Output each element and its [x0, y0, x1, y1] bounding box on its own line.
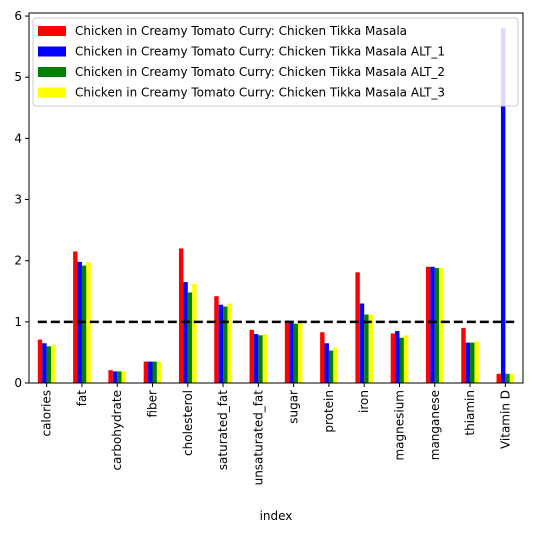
bar-fiber-series-4: [156, 361, 162, 383]
plot-frame: [28, 12, 524, 384]
bar-saturated_fat-series-2: [218, 304, 224, 383]
bar-calories-series-4: [51, 345, 56, 383]
legend-label-2: Chicken in Creamy Tomato Curry: Chicken …: [75, 45, 445, 59]
bar-magnesium-series-4: [403, 335, 409, 383]
bar-protein-series-1: [320, 332, 325, 383]
bar-carbohydrate-series-3: [117, 371, 122, 383]
x-tick-label-magnesium: magnesium: [393, 390, 407, 461]
bar-calories-series-1: [37, 339, 43, 383]
bar-sugar-series-1: [284, 320, 290, 383]
y-tick-label-4: 4: [14, 131, 22, 145]
bar-sugar-series-3: [293, 323, 299, 383]
x-axis-label: index: [260, 509, 293, 523]
x-tick-label-iron: iron: [357, 390, 371, 413]
y-tick-label-0: 0: [14, 376, 22, 390]
x-tick-label-protein: protein: [322, 390, 336, 433]
bar-unsaturated_fat-series-2: [253, 334, 259, 383]
bar-iron-series-4: [368, 314, 374, 383]
x-tick-label-sugar: sugar: [287, 390, 301, 424]
bar-unsaturated_fat-series-1: [249, 329, 254, 383]
x-tick-label-cholesterol: cholesterol: [181, 390, 195, 456]
x-tick-label-manganese: manganese: [428, 390, 442, 460]
bar-sugar-series-4: [298, 321, 303, 383]
bar-carbohydrate-series-2: [112, 371, 118, 383]
bar-Vitamin D-series-2: [500, 28, 506, 383]
bar-unsaturated_fat-series-4: [262, 334, 268, 383]
bar-calories-series-3: [46, 346, 52, 383]
bar-manganese-series-2: [430, 266, 435, 383]
bar-saturated_fat-series-3: [223, 306, 228, 383]
bar-Vitamin D-series-3: [505, 373, 510, 383]
bar-thiamin-series-1: [461, 327, 466, 383]
bar-fat-series-1: [73, 251, 78, 383]
y-tick-labels: 0 1 2 3 4 5 6: [14, 9, 22, 390]
bar-cholesterol-series-3: [187, 292, 193, 383]
bar-carbohydrate-series-1: [108, 370, 113, 383]
legend-label-3: Chicken in Creamy Tomato Curry: Chicken …: [75, 65, 445, 79]
bar-thiamin-series-2: [465, 342, 471, 383]
bar-carbohydrate-series-4: [121, 371, 127, 383]
y-tick-label-5: 5: [14, 70, 22, 84]
bar-fat-series-3: [81, 265, 87, 383]
legend-swatch-4: [38, 87, 66, 98]
x-tick-label-thiamin: thiamin: [463, 390, 477, 436]
bar-fiber-series-1: [143, 361, 149, 383]
legend-box: [32, 17, 519, 107]
bar-calories-series-2: [42, 343, 47, 383]
bar-cholesterol-series-1: [178, 248, 184, 383]
bar-protein-series-4: [333, 347, 338, 383]
legend: Chicken in Creamy Tomato Curry: Chicken …: [32, 17, 519, 107]
x-tick-labels: calories fat carbohydrate fiber cholesterol s…: [40, 390, 513, 486]
bar-thiamin-series-3: [470, 342, 475, 383]
bar-fiber-series-2: [148, 361, 153, 383]
bar-fiber-series-3: [152, 361, 157, 383]
y-tick-label-1: 1: [14, 315, 22, 329]
x-tick-label-fat: fat: [75, 390, 89, 407]
bar-magnesium-series-3: [399, 337, 404, 383]
bar-manganese-series-4: [439, 268, 444, 383]
bar-saturated_fat-series-1: [214, 296, 219, 383]
x-tick-label-carbohydrate: carbohydrate: [110, 390, 124, 471]
bar-saturated_fat-series-4: [227, 303, 232, 383]
legend-label-1: Chicken in Creamy Tomato Curry: Chicken …: [75, 24, 407, 38]
y-tick-label-6: 6: [14, 9, 22, 23]
bars-layer: [37, 28, 515, 383]
bar-Vitamin D-series-1: [496, 373, 501, 383]
bar-unsaturated_fat-series-3: [258, 335, 263, 383]
bar-fat-series-4: [86, 261, 91, 383]
bar-protein-series-2: [324, 343, 329, 383]
bar-iron-series-3: [364, 314, 369, 383]
bar-iron-series-2: [359, 303, 365, 383]
bar-cholesterol-series-2: [183, 282, 188, 383]
axes-layer: [25, 12, 524, 387]
x-tick-label-fiber: fiber: [146, 390, 160, 418]
y-tick-label-2: 2: [14, 254, 22, 268]
bar-magnesium-series-2: [395, 331, 400, 383]
x-tick-label-calories: calories: [40, 390, 54, 437]
bar-iron-series-1: [355, 272, 360, 383]
legend-swatch-1: [38, 26, 66, 36]
bar-magnesium-series-1: [390, 333, 396, 383]
bar-protein-series-3: [328, 350, 334, 383]
legend-swatch-3: [38, 67, 66, 77]
bar-Vitamin D-series-4: [509, 373, 515, 383]
x-tick-label-unsaturated_fat: unsaturated_fat: [251, 390, 265, 486]
bar-cholesterol-series-4: [192, 283, 197, 383]
x-tick-label-Vitamin D: Vitamin D: [498, 390, 512, 449]
y-tick-label-3: 3: [14, 193, 22, 207]
legend-swatch-2: [38, 46, 66, 57]
bar-sugar-series-2: [289, 323, 294, 383]
bar-thiamin-series-4: [474, 341, 479, 383]
bar-manganese-series-3: [434, 268, 440, 383]
bar-manganese-series-1: [425, 266, 431, 383]
legend-label-4: Chicken in Creamy Tomato Curry: Chicken …: [75, 86, 445, 100]
x-tick-label-saturated_fat: saturated_fat: [216, 390, 230, 470]
